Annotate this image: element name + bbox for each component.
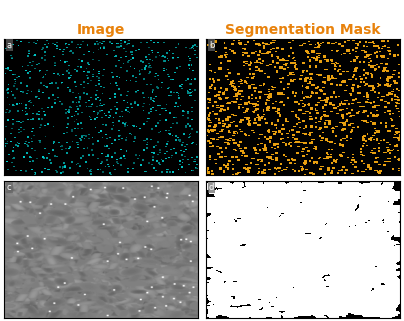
Text: b: b <box>209 40 214 49</box>
Title: Segmentation Mask: Segmentation Mask <box>225 23 381 37</box>
Text: a: a <box>7 40 12 49</box>
Text: c: c <box>7 183 12 192</box>
Text: d: d <box>209 183 214 192</box>
Title: Image: Image <box>77 23 125 37</box>
